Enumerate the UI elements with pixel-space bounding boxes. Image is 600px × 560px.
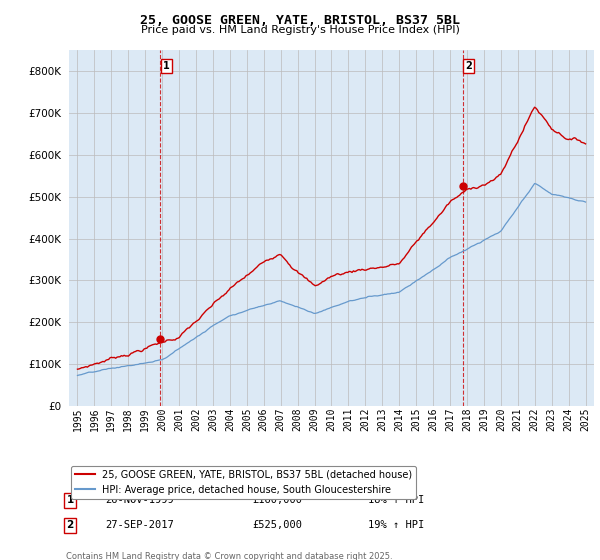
Text: Price paid vs. HM Land Registry's House Price Index (HPI): Price paid vs. HM Land Registry's House …	[140, 25, 460, 35]
Text: 19% ↑ HPI: 19% ↑ HPI	[368, 520, 425, 530]
Text: 25, GOOSE GREEN, YATE, BRISTOL, BS37 5BL: 25, GOOSE GREEN, YATE, BRISTOL, BS37 5BL	[140, 14, 460, 27]
Text: 27-SEP-2017: 27-SEP-2017	[106, 520, 175, 530]
Text: 18% ↑ HPI: 18% ↑ HPI	[368, 495, 425, 505]
Text: £525,000: £525,000	[253, 520, 303, 530]
Text: Contains HM Land Registry data © Crown copyright and database right 2025.
This d: Contains HM Land Registry data © Crown c…	[67, 552, 393, 560]
Text: 1: 1	[163, 61, 170, 71]
Text: 2: 2	[465, 61, 472, 71]
Legend: 25, GOOSE GREEN, YATE, BRISTOL, BS37 5BL (detached house), HPI: Average price, d: 25, GOOSE GREEN, YATE, BRISTOL, BS37 5BL…	[71, 466, 416, 498]
Text: 26-NOV-1999: 26-NOV-1999	[106, 495, 175, 505]
Text: 1: 1	[67, 495, 74, 505]
Text: 2: 2	[67, 520, 74, 530]
Text: £160,000: £160,000	[253, 495, 303, 505]
